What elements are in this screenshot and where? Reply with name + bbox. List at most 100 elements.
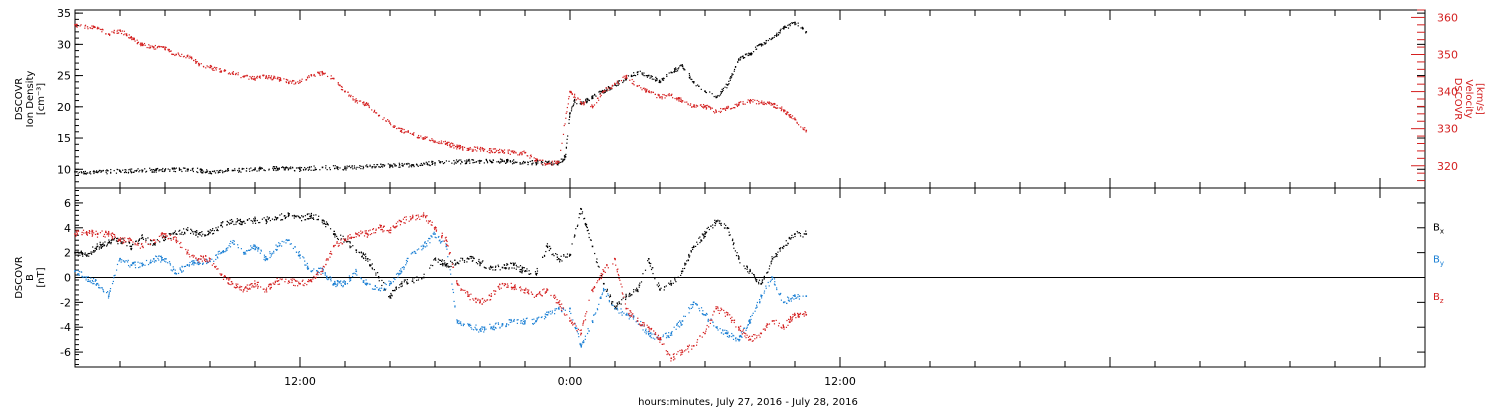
Bx-sample [520,271,522,273]
By-sample [109,290,111,292]
Bx-sample [688,255,690,257]
Bx-sample [102,242,104,244]
Bz-sample [89,232,91,234]
Bx-sample [439,263,442,266]
By-sample [305,264,307,266]
Bx-sample [696,241,698,243]
By-sample [728,336,730,338]
Bz-sample [798,313,800,316]
Bx-sample [569,253,571,255]
density-sample [731,73,733,75]
density-sample [328,167,331,169]
density-sample [315,168,317,171]
Bx-sample [349,247,351,249]
density-sample [688,73,690,75]
velocity-sample [785,113,788,116]
Bz-sample [638,323,641,325]
Bx-sample [241,222,243,224]
Bx-sample [754,278,757,280]
Bz-sample [327,258,329,260]
Bz-sample [361,231,364,233]
Bx-point [704,233,706,235]
velocity-sample [657,94,659,96]
Bx-sample [684,262,686,264]
velocity-sample [214,66,216,68]
Bx-sample [723,223,726,225]
velocity-sample [678,97,680,99]
density-sample [746,53,748,55]
Bx-sample [362,257,365,259]
Bz-sample [617,268,619,270]
Bz-sample [88,232,90,234]
Bx-sample [138,239,140,241]
Bx-sample [596,258,598,260]
Bx-sample [101,244,103,246]
velocity-sample [314,75,316,77]
Bx-sample [92,246,94,248]
Bz-sample [599,275,601,277]
Bz-sample [350,236,352,238]
Bz-sample [95,230,97,232]
velocity-sample [213,69,215,71]
By-sample [336,280,338,282]
By-sample [671,334,673,336]
Bz-sample [792,315,794,318]
By-sample [608,299,610,302]
velocity-sample [786,112,788,114]
Bz-sample [539,293,541,295]
Bx-sample [395,286,397,289]
Bx-sample [483,266,485,268]
Bx-sample [350,246,352,248]
density-sample [674,70,676,72]
By-sample [453,300,455,302]
Bx-sample [443,260,445,262]
velocity-sample [633,80,635,83]
density-sample [562,160,564,162]
Bz-sample [108,231,110,233]
Bx-sample [268,216,270,219]
Bz-sample [764,329,766,331]
density-sample [258,170,260,172]
density-sample [161,169,163,171]
Bx-sample [670,284,672,286]
By-point [546,313,549,316]
legend-By: By [1433,255,1444,268]
Bz-sample [544,292,546,294]
Bx-sample [674,278,676,280]
By-sample [346,283,349,285]
By-point [490,326,493,329]
Bx-sample [454,264,456,266]
density-sample [453,163,455,165]
Bz-sample [349,234,351,236]
Bz-sample [681,353,683,355]
velocity-sample [648,91,650,94]
Bx-sample [120,242,122,244]
density-sample [683,67,685,70]
Bx-sample [472,257,475,259]
density-sample [542,161,544,163]
Bz-sample [524,292,526,294]
By-sample [334,281,336,283]
Bz-sample [723,309,725,312]
velocity-sample [676,98,678,100]
velocity-sample [674,97,676,100]
Bx-point [479,261,481,264]
Bz-sample [730,321,733,323]
Bz-sample [336,242,338,244]
density-sample [802,27,804,29]
Bz-sample [650,328,652,331]
Bx-sample [717,219,719,221]
By-sample [168,261,171,263]
Bz-sample [418,216,420,218]
By-sample [88,280,90,282]
density-sample [78,171,80,174]
density-sample [469,160,471,162]
Bz-sample [134,242,136,244]
By-sample [188,264,191,266]
Bz-sample [777,325,780,327]
density-sample [760,45,763,47]
density-sample [513,159,515,161]
By-sample [160,255,162,258]
Bx-sample [205,234,207,236]
Bx-point [85,254,88,256]
